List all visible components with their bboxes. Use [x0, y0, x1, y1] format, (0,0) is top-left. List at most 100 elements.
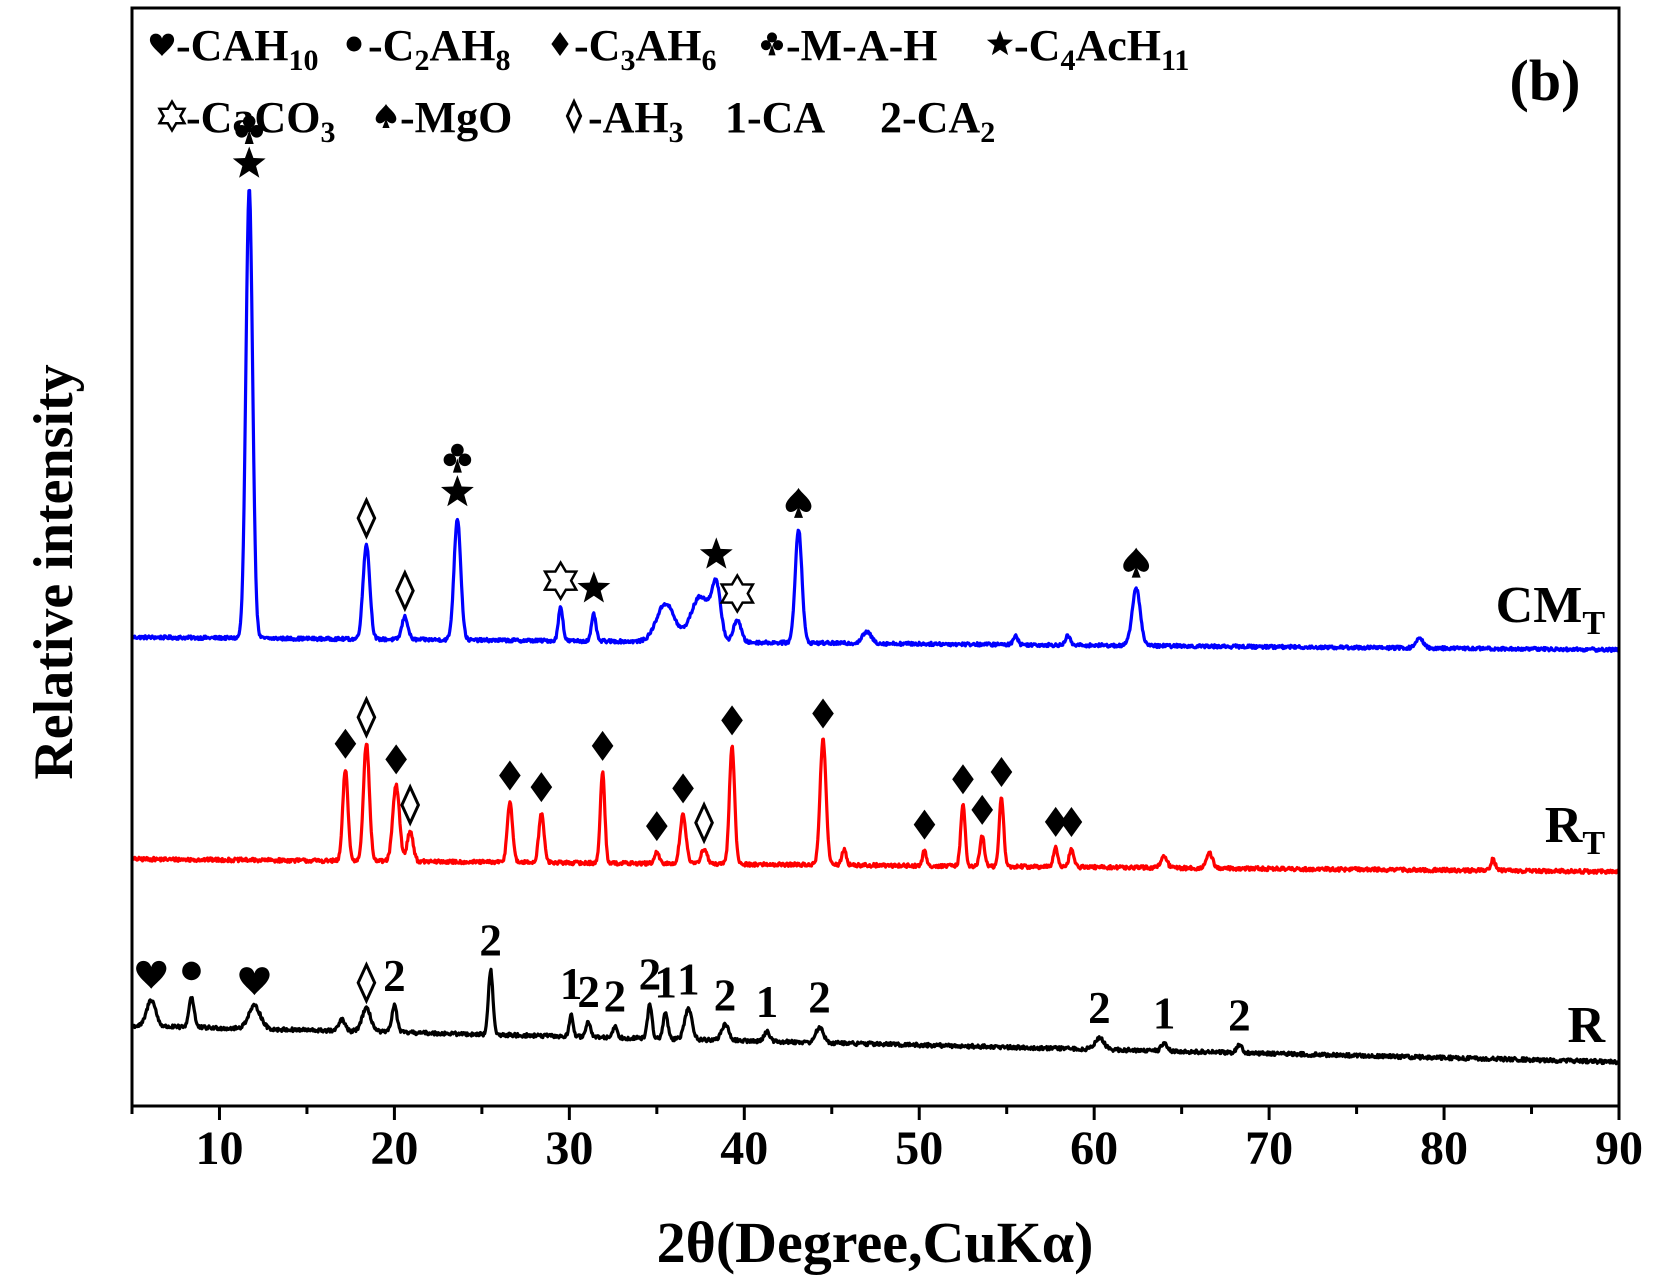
peak-marker — [591, 730, 614, 761]
peak-marker — [499, 760, 521, 791]
diamond-marker — [530, 772, 553, 803]
diamond-marker — [551, 32, 569, 56]
star-open-marker — [542, 560, 579, 602]
diamond-marker — [990, 757, 1013, 788]
peak-marker — [1123, 547, 1150, 578]
legend-label: -CaCO3 — [186, 93, 335, 149]
star-marker — [699, 537, 733, 569]
diamond-open-marker — [395, 569, 415, 613]
star-marker — [440, 475, 474, 507]
legend-item: -CaCO3 — [157, 93, 335, 149]
legend-item: 2-CA2 — [880, 93, 995, 149]
legend-label: -M-A-H — [786, 21, 938, 70]
diamond-marker — [721, 705, 743, 736]
peak-marker — [719, 573, 756, 614]
dot-marker — [346, 36, 362, 52]
svg-text:1: 1 — [654, 958, 677, 1008]
svg-text:2: 2 — [808, 973, 831, 1023]
club-marker — [760, 32, 784, 56]
series-1: CMT — [130, 115, 1621, 653]
legend-item: -M-A-H — [760, 21, 938, 70]
svg-text:1: 1 — [756, 977, 779, 1027]
x-tick-label: 60 — [1070, 1122, 1118, 1175]
peak-marker: 1 — [1153, 989, 1176, 1039]
plot-frame — [130, 6, 1621, 1108]
label-2: 2 — [1088, 983, 1111, 1033]
label-1: 1 — [654, 958, 677, 1008]
x-tick-label: 30 — [545, 1122, 593, 1175]
svg-text:2: 2 — [639, 950, 662, 1000]
svg-text:2: 2 — [1228, 990, 1251, 1040]
legend-label: -C3AH6 — [574, 21, 716, 77]
label-2: 2 — [577, 967, 600, 1017]
diamond-open-marker — [565, 97, 583, 135]
svg-text:1: 1 — [677, 954, 700, 1004]
peak-marker — [356, 496, 377, 540]
series-line — [130, 188, 1621, 653]
peak-marker — [1060, 807, 1083, 838]
diamond-open-marker — [400, 783, 421, 827]
svg-text:1: 1 — [1153, 989, 1176, 1039]
series-line — [130, 737, 1621, 875]
peak-marker — [672, 773, 694, 804]
label-2: 2 — [1228, 990, 1251, 1040]
y-axis-label: Relative intensity — [23, 364, 85, 779]
diamond-open-marker — [694, 801, 714, 845]
label-1: 1 — [560, 959, 583, 1009]
peak-marker: 2 — [714, 970, 737, 1020]
peak-marker — [530, 772, 553, 803]
legend-label: -C2AH8 — [368, 21, 510, 77]
peak-marker — [232, 115, 266, 178]
peak-marker: 2 — [479, 915, 502, 965]
peak-marker: 1 — [677, 954, 700, 1004]
diamond-open-marker — [356, 695, 377, 739]
series-label: RT — [1545, 797, 1606, 862]
legend-label: 1-CA — [725, 93, 825, 142]
heart-marker — [149, 33, 175, 56]
x-tick-label: 90 — [1595, 1122, 1643, 1175]
peak-marker — [1044, 806, 1067, 837]
svg-text:2: 2 — [714, 970, 737, 1020]
legend-item: -C4AcH11 — [986, 21, 1189, 77]
legend-item: -C3AH6 — [551, 21, 716, 77]
diamond-marker — [913, 809, 936, 840]
peak-marker: 2 — [808, 973, 831, 1023]
peak-marker — [356, 695, 377, 739]
legend: -CAH10 -C2AH8 -C3AH6 -M-A-H -C4AcH11 -CaCO3 -M… — [149, 21, 1189, 149]
star-marker — [232, 146, 266, 178]
legend-item: -C2AH8 — [346, 21, 510, 77]
peak-marker: 1 — [756, 977, 779, 1027]
label-1: 1 — [1153, 989, 1176, 1039]
peak-marker — [990, 757, 1013, 788]
peak-marker: 2 — [1228, 990, 1251, 1040]
x-axis-label: 2θ(Degree,CuKα) — [657, 1210, 1094, 1275]
diamond-marker — [499, 760, 521, 791]
peak-marker — [395, 569, 415, 613]
x-tick-label: 50 — [895, 1122, 943, 1175]
series-line — [131, 967, 1620, 1066]
peak-marker — [542, 560, 579, 602]
legend-item: -CAH10 — [149, 21, 318, 77]
peak-marker — [577, 571, 611, 603]
x-tick-label: 20 — [370, 1122, 418, 1175]
label-2: 2 — [383, 951, 406, 1001]
spade-marker — [785, 487, 812, 518]
peak-marker — [971, 794, 994, 825]
svg-text:2: 2 — [383, 951, 406, 1001]
peak-marker — [721, 705, 743, 736]
star-open-marker — [157, 99, 187, 133]
svg-text:1: 1 — [560, 959, 583, 1009]
label-2: 2 — [639, 950, 662, 1000]
spade-marker — [1123, 547, 1150, 578]
peak-marker: 2 — [383, 951, 406, 1001]
x-tick-label: 10 — [195, 1122, 243, 1175]
legend-item: 1-CA — [725, 93, 825, 142]
peak-marker — [182, 961, 201, 981]
peak-marker — [136, 960, 167, 989]
heart-marker — [239, 967, 270, 996]
club-marker — [443, 443, 472, 473]
spade-marker — [375, 104, 397, 128]
diamond-marker — [971, 794, 994, 825]
peak-marker: 1 — [654, 958, 677, 1008]
